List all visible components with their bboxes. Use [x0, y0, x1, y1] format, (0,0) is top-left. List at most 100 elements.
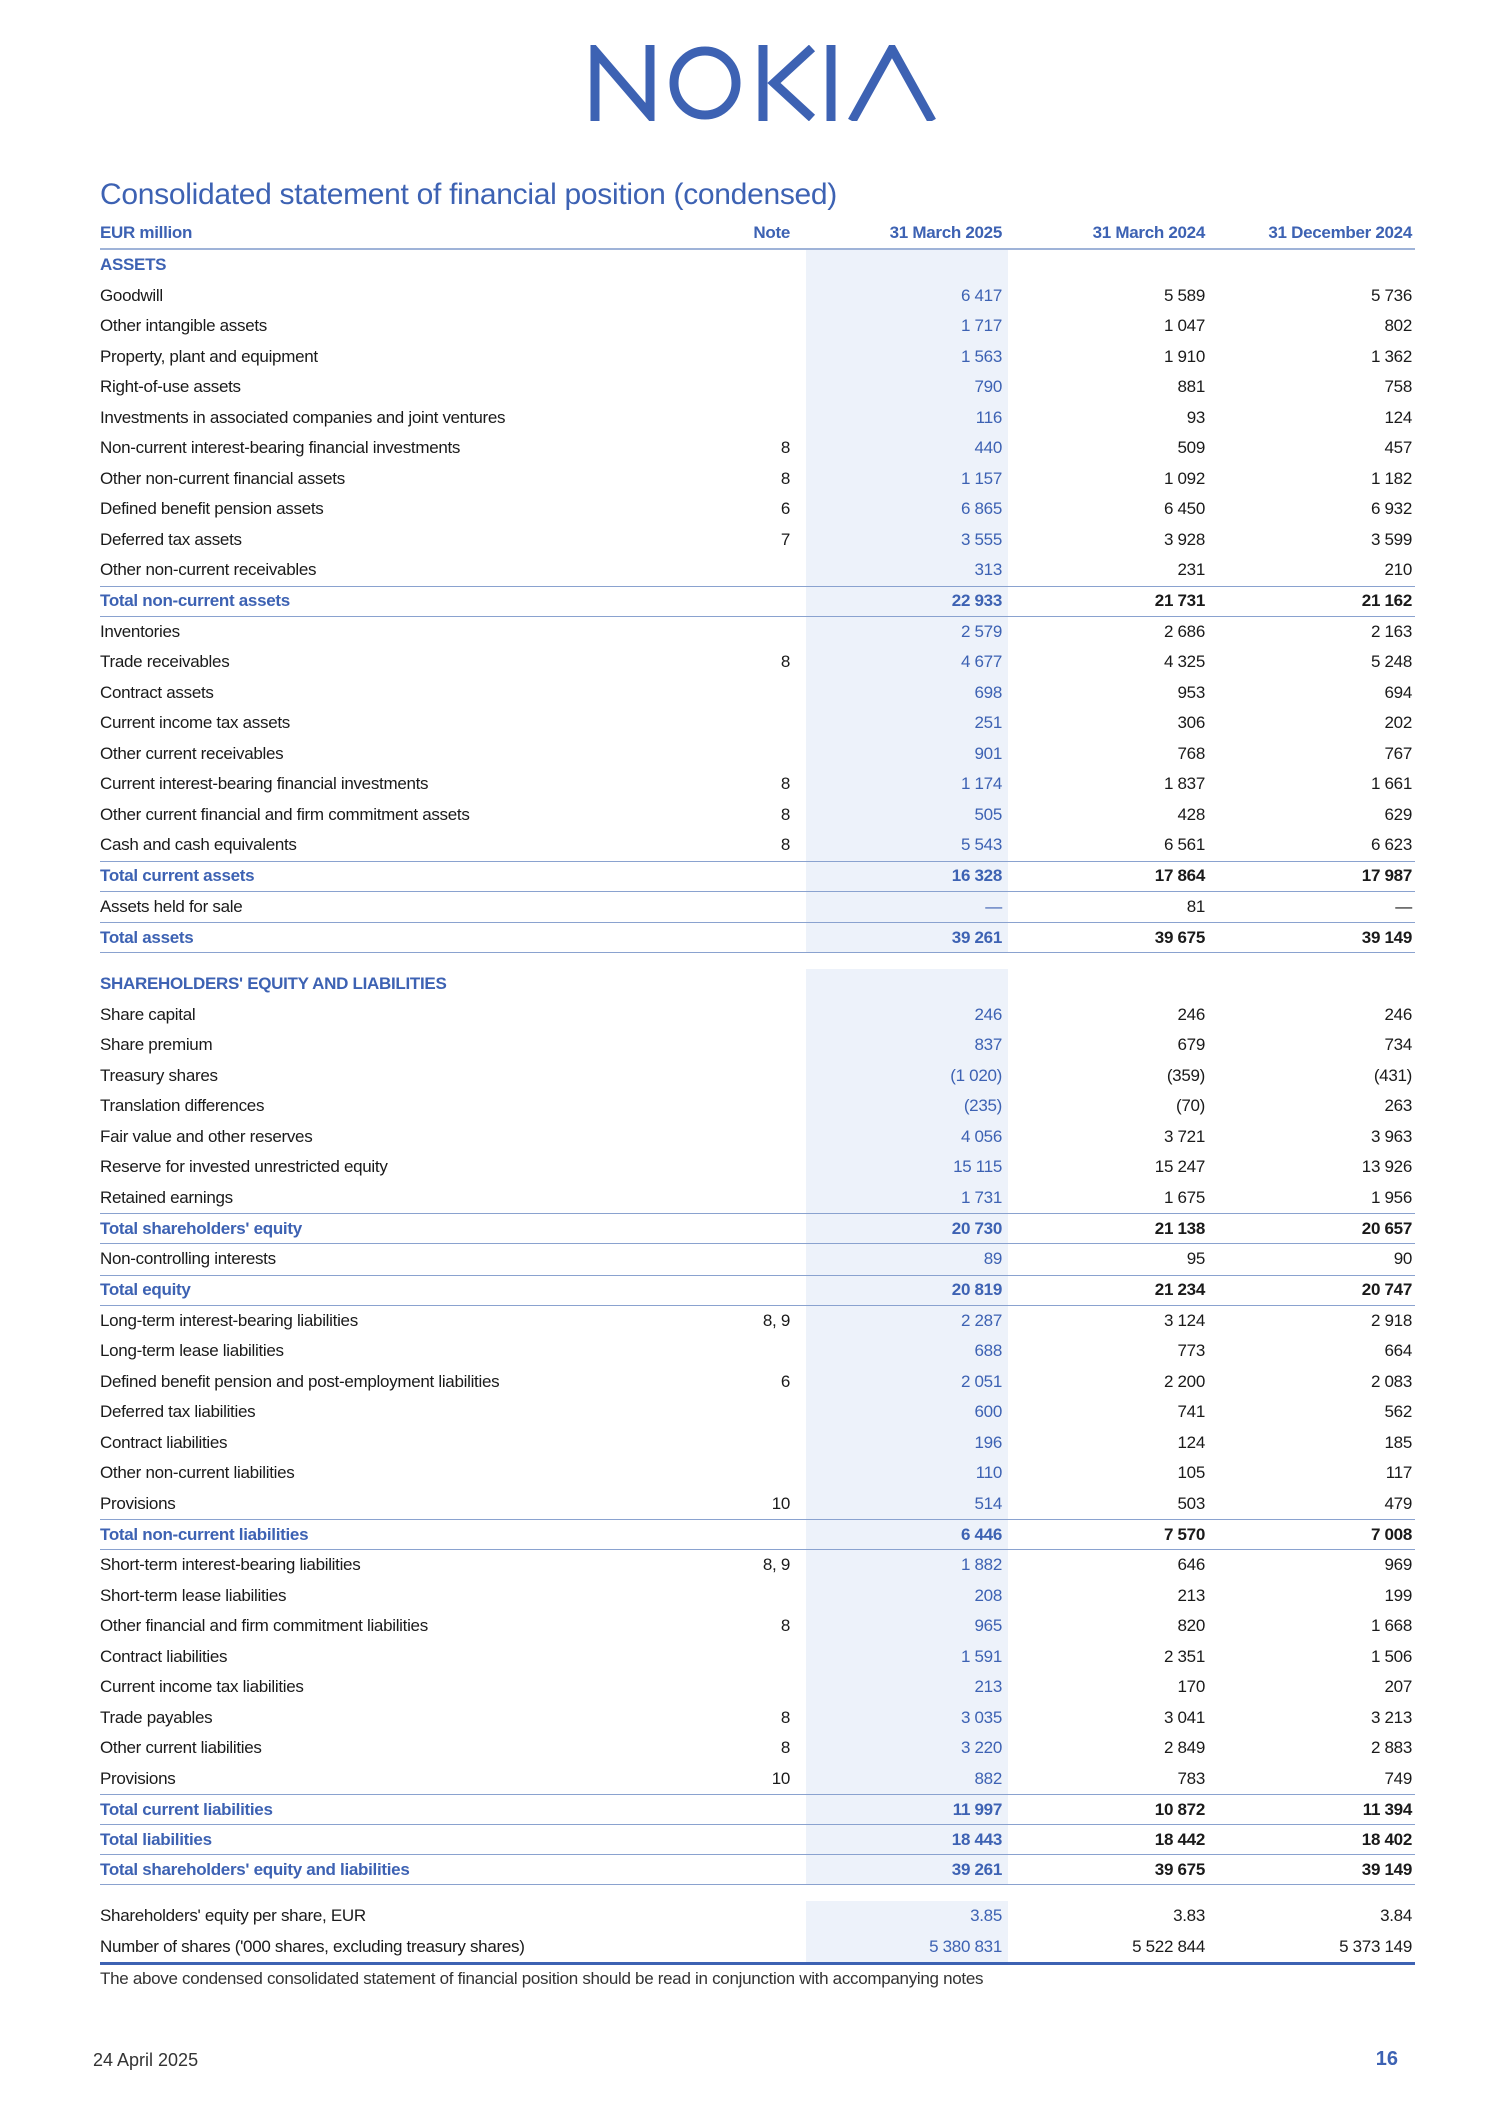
row-label: Current income tax assets — [100, 713, 290, 733]
row-note — [620, 372, 806, 403]
value-31-december-2024: 749 — [1384, 1768, 1413, 1788]
row-label: Total current liabilities — [100, 1799, 273, 1819]
row-note: 8, 9 — [762, 1310, 790, 1330]
value-31-march-2025: 5 380 831 — [806, 1931, 1008, 1962]
value-31-march-2024: 3 928 — [1163, 529, 1205, 549]
value-31-march-2024: 5 522 844 — [1132, 1936, 1205, 1956]
value-31-march-2024: 7 570 — [1163, 1524, 1205, 1544]
footnote: The above condensed consolidated stateme… — [100, 1969, 984, 1988]
table-row: Other intangible assets 1 717 1 047 802 — [100, 311, 1415, 342]
table-row: Share capital 246 246 246 — [100, 999, 1415, 1030]
value-31-december-2024: 18 402 — [1361, 1829, 1413, 1849]
value-31-march-2024: 6 450 — [1163, 499, 1205, 519]
value-31-december-2024: 2 883 — [1370, 1738, 1412, 1758]
row-note — [620, 953, 806, 969]
value-31-march-2025: 1 882 — [806, 1550, 1008, 1581]
value-31-december-2024: 734 — [1384, 1035, 1413, 1055]
value-31-march-2024: 820 — [1177, 1616, 1206, 1636]
value-31-march-2025: 698 — [806, 677, 1008, 708]
row-note — [620, 1061, 806, 1092]
header-col2: 31 March 2024 — [1092, 223, 1206, 242]
row-label: Deferred tax liabilities — [100, 1402, 256, 1422]
row-label: Reserve for invested unrestricted equity — [100, 1157, 388, 1177]
value-31-march-2025: 246 — [806, 999, 1008, 1030]
value-31-march-2024: 213 — [1177, 1585, 1206, 1605]
table-row: Other financial and firm commitment liab… — [100, 1611, 1415, 1642]
value-31-march-2024: 21 234 — [1154, 1280, 1206, 1299]
row-label: Other current financial and firm commitm… — [100, 804, 470, 824]
row-note: 8 — [780, 468, 790, 488]
value-31-december-2024: 3 213 — [1370, 1707, 1412, 1727]
row-label: Translation differences — [100, 1096, 265, 1116]
row-label: Deferred tax assets — [100, 529, 242, 549]
row-label: Total shareholders' equity — [100, 1218, 302, 1238]
value-31-december-2024: 5 248 — [1370, 652, 1412, 672]
value-31-march-2024 — [1008, 250, 1211, 281]
total-row: Total non-current assets 22 933 21 731 21 1… — [100, 585, 1415, 617]
row-label: Treasury shares — [100, 1065, 218, 1085]
row-note — [620, 1030, 806, 1061]
row-label: SHAREHOLDERS' EQUITY AND LIABILITIES — [100, 974, 447, 994]
table-row: Number of shares ('000 shares, excluding… — [100, 1931, 1415, 1965]
page-number: 16 — [1375, 2048, 1398, 2070]
row-note — [620, 1276, 806, 1305]
table-row: Short-term interest-bearing liabilities 8… — [100, 1550, 1415, 1581]
value-31-march-2024: 2 849 — [1163, 1738, 1205, 1758]
value-31-march-2025: 1 174 — [806, 769, 1008, 800]
value-31-december-2024: 210 — [1384, 560, 1413, 580]
value-31-march-2024 — [1008, 953, 1211, 969]
value-31-december-2024: 39 149 — [1361, 927, 1413, 947]
table-row: Cash and cash equivalents 8 5 543 6 561 6 62… — [100, 830, 1415, 861]
value-31-december-2024: 199 — [1384, 1585, 1413, 1605]
row-label: Right-of-use assets — [100, 377, 241, 397]
value-31-march-2025: 196 — [806, 1427, 1008, 1458]
table-row: Other current financial and firm commitm… — [100, 799, 1415, 830]
value-31-december-2024: 2 918 — [1370, 1310, 1412, 1330]
value-31-december-2024 — [1211, 1885, 1415, 1901]
row-note — [620, 1122, 806, 1153]
value-31-march-2024: 10 872 — [1154, 1799, 1206, 1819]
value-31-march-2024: 3 721 — [1163, 1126, 1205, 1146]
table-row: Non-current interest-bearing financial i… — [100, 433, 1415, 464]
value-31-march-2024: 1 092 — [1163, 468, 1205, 488]
row-label: Inventories — [100, 621, 180, 641]
spacer-row — [100, 1885, 1415, 1901]
row-label: Share premium — [100, 1035, 213, 1055]
value-31-december-2024 — [1211, 250, 1415, 281]
value-31-march-2024: 21 731 — [1154, 591, 1206, 610]
table-row: Contract liabilities 196 124 185 — [100, 1427, 1415, 1458]
table-row: Contract assets 698 953 694 — [100, 677, 1415, 708]
row-note — [620, 1458, 806, 1489]
value-31-march-2025: 3.85 — [806, 1901, 1008, 1932]
table-header: EUR million Note 31 March 2025 31 March … — [100, 218, 1415, 250]
table-row: Provisions 10 514 503 479 — [100, 1488, 1415, 1519]
value-31-march-2024: 3 041 — [1163, 1707, 1205, 1727]
row-note — [620, 1336, 806, 1367]
row-note — [620, 969, 806, 1000]
row-note: 8 — [780, 1738, 790, 1758]
value-31-march-2024: 679 — [1177, 1035, 1206, 1055]
value-31-march-2025: 965 — [806, 1611, 1008, 1642]
value-31-march-2025: 5 543 — [806, 830, 1008, 861]
value-31-march-2024: 428 — [1177, 804, 1206, 824]
value-31-march-2024: 17 864 — [1154, 866, 1206, 885]
row-note — [620, 1244, 806, 1275]
table-row: Contract liabilities 1 591 2 351 1 506 — [100, 1641, 1415, 1672]
row-label: Contract liabilities — [100, 1432, 228, 1452]
table-row: Defined benefit pension assets 6 6 865 6 45… — [100, 494, 1415, 525]
value-31-march-2024: 231 — [1177, 560, 1206, 580]
value-31-march-2024: (70) — [1175, 1096, 1205, 1116]
value-31-december-2024: 207 — [1384, 1677, 1413, 1697]
table-row: Trade receivables 8 4 677 4 325 5 248 — [100, 647, 1415, 678]
value-31-march-2025: 440 — [806, 433, 1008, 464]
value-31-december-2024: 11 394 — [1362, 1799, 1413, 1819]
row-note — [620, 311, 806, 342]
row-label: Long-term interest-bearing liabilities — [100, 1310, 358, 1330]
table-row: Goodwill 6 417 5 589 5 736 — [100, 280, 1415, 311]
value-31-march-2024: 105 — [1177, 1463, 1206, 1483]
value-31-march-2025: 11 997 — [806, 1795, 1008, 1824]
financial-position-table: EUR million Note 31 March 2025 31 March … — [100, 218, 1415, 1989]
table-row: Non-controlling interests 89 95 90 — [100, 1244, 1415, 1275]
row-label: Retained earnings — [100, 1187, 233, 1207]
value-31-march-2024: 246 — [1177, 1004, 1206, 1024]
